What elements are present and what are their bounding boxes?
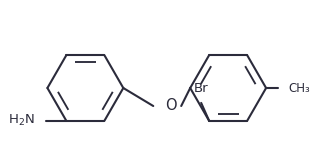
Text: CH₃: CH₃ (288, 81, 310, 94)
Text: H$_2$N: H$_2$N (7, 113, 35, 128)
Text: Br: Br (194, 82, 209, 95)
Text: O: O (165, 99, 177, 114)
